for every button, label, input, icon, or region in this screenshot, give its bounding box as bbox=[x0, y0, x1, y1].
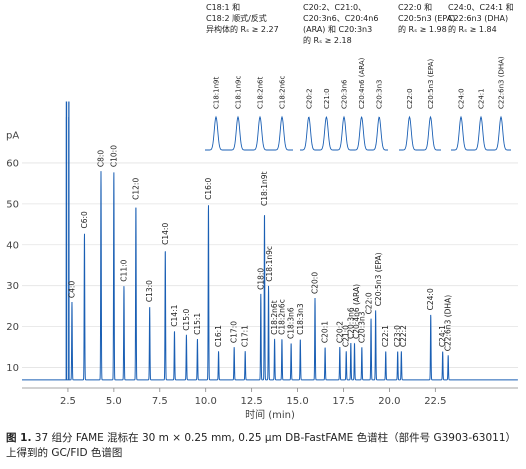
peak-label: C22:0 bbox=[365, 292, 374, 314]
peak-label: C20:2 bbox=[335, 321, 344, 343]
peak-label: C14:1 bbox=[170, 304, 179, 326]
y-tick-label: 60 bbox=[6, 158, 19, 169]
inset-annotation-line: C20:2、C21:0、 bbox=[303, 3, 366, 12]
peak-label: C24:1 bbox=[438, 325, 447, 347]
inset-annotation-line: C20:3n6、C20:4n6 bbox=[303, 14, 378, 23]
trace-line bbox=[22, 101, 518, 381]
peak-label: C18:2n6c bbox=[277, 299, 286, 335]
figure-caption: 图 1. 37 组分 FAME 混标在 30 m × 0.25 mm, 0.25… bbox=[6, 431, 520, 461]
peak-label: C20:3n3 bbox=[357, 311, 366, 343]
peak-label: C16:0 bbox=[204, 178, 213, 200]
inset-panel: C20:2、C21:0、 C20:3n6、C20:4n6 (ARA) 和 C20:3… bbox=[300, 3, 388, 151]
peak-label: C20:0 bbox=[311, 272, 320, 294]
caption-text: 37 组分 FAME 混标在 30 m × 0.25 mm, 0.25 µm D… bbox=[6, 432, 517, 459]
inset-trace bbox=[399, 115, 441, 151]
inset-peak-label: C20:3n6 bbox=[341, 79, 349, 109]
peak-label: C16:1 bbox=[214, 325, 223, 347]
x-tick-label: 12.5 bbox=[240, 396, 262, 407]
x-tick-label: 2.5 bbox=[60, 396, 76, 407]
peak-label: C20:4n6 (ARA) bbox=[352, 284, 361, 339]
inset-peak-label: C18:1n9t bbox=[213, 77, 221, 109]
peak-label: C23:0 bbox=[393, 325, 402, 347]
inset-peak-label: C22:0 bbox=[406, 88, 414, 109]
peak-label: C22:1 bbox=[381, 325, 390, 347]
inset-annotation-line: C22:0 和 bbox=[398, 3, 432, 12]
peak-label: C4:0 bbox=[67, 281, 76, 299]
peak-labels: C4:0 C6:0 C8:0 C10:0 C11:0 C12:0 C13:0 C14:0 C14… bbox=[67, 145, 452, 351]
peak-label: C17:1 bbox=[241, 325, 250, 347]
caption-figure-number: 图 1. bbox=[6, 432, 32, 444]
x-tick-label: 15.0 bbox=[286, 396, 308, 407]
x-tick-label: 10.0 bbox=[195, 396, 217, 407]
inset-annotation-line: C18:2 顺式/反式 bbox=[206, 13, 267, 23]
peak-label: C22:2 bbox=[399, 325, 408, 347]
peak-label: C17:0 bbox=[230, 321, 239, 343]
peak-label: C18:1n9t bbox=[260, 171, 269, 206]
y-axis-unit: pA bbox=[6, 130, 19, 141]
peak-label: C22:6n3 (DHA) bbox=[444, 295, 453, 351]
inset-peak-label: C24:0 bbox=[458, 88, 466, 109]
peak-label: C10:0 bbox=[109, 145, 118, 167]
inset-annotation-line: C18:1 和 bbox=[206, 3, 240, 12]
inset-trace bbox=[451, 115, 511, 151]
inset-peak-label: C22:6n3 (DHA) bbox=[498, 56, 506, 109]
inset-annotation-line: (ARA) 和 C20:3n3 bbox=[303, 25, 372, 34]
inset-annotation-line: 的 Rₛ ≥ 1.84 bbox=[448, 24, 497, 34]
inset-peak-label: C20:4n6 (ARA) bbox=[358, 57, 366, 109]
y-tick-label: 50 bbox=[6, 199, 19, 210]
inset-peak-label: C18:2n6t bbox=[257, 77, 265, 109]
x-tick-label: 5.0 bbox=[106, 396, 122, 407]
x-tick-label: 7.5 bbox=[152, 396, 168, 407]
peak-label: C12:0 bbox=[131, 178, 140, 200]
peak-label: C14:0 bbox=[161, 223, 170, 245]
inset-peak-label: C20:2 bbox=[305, 88, 313, 109]
peak-label: C20:1 bbox=[321, 321, 330, 343]
inset-peak-label: C18:2n6c bbox=[279, 76, 287, 109]
x-tick-label: 20.0 bbox=[378, 396, 400, 407]
axes: 10 20 30 40 50 60 pA 2.5 5.0 7.5 10.0 12.5 15.0 17.5 2… bbox=[6, 130, 518, 421]
inset-annotation-line: C20:5n3 (EPA) bbox=[398, 14, 455, 23]
peak-label: C21:0 bbox=[342, 325, 351, 347]
x-tick-label: 22.5 bbox=[424, 396, 446, 407]
x-tick-label: 17.5 bbox=[332, 396, 354, 407]
inset-annotation-line: 异构体的 Rₛ ≥ 2.27 bbox=[206, 24, 279, 34]
peak-label: C15:0 bbox=[182, 308, 191, 330]
y-tick-label: 40 bbox=[6, 240, 19, 251]
peak-label: C11:0 bbox=[119, 259, 128, 281]
peak-label: C20:5n3 (EPA) bbox=[374, 252, 383, 306]
gridlines bbox=[22, 162, 518, 368]
inset-annotation-line: 的 Rₛ ≥ 1.98 bbox=[398, 24, 447, 34]
peak-label: C18:2n6t bbox=[270, 300, 279, 335]
peak-label: C20:3n6 bbox=[346, 307, 355, 339]
inset-trace bbox=[205, 115, 293, 151]
y-tick-label: 10 bbox=[6, 363, 19, 374]
peak-label: C13:0 bbox=[145, 280, 154, 302]
inset-peak-label: C21:0 bbox=[323, 88, 331, 109]
x-axis-label: 时间 (min) bbox=[245, 408, 295, 421]
peak-label: C18:3n6 bbox=[287, 307, 296, 339]
y-tick-label: 20 bbox=[6, 322, 19, 333]
inset-peak-label: C24:1 bbox=[478, 88, 486, 109]
peak-label: C18:3n3 bbox=[296, 303, 305, 335]
inset-annotation-line: 的 Rₛ ≥ 2.18 bbox=[303, 35, 352, 45]
peak-label: C6:0 bbox=[80, 211, 89, 229]
inset-peak-label: C20:3n3 bbox=[376, 80, 384, 110]
inset-peak-label: C20:5n3 (EPA) bbox=[427, 59, 435, 109]
inset-trace bbox=[300, 115, 388, 151]
inset-annotation-line: C22:6n3 (DHA) bbox=[448, 14, 508, 23]
y-tick-label: 30 bbox=[6, 281, 19, 292]
peak-label: C8:0 bbox=[96, 150, 105, 168]
peak-label: C18:0 bbox=[256, 268, 265, 290]
inset-peak-label: C18:1n9c bbox=[235, 76, 243, 109]
peak-label: C18:1n9c bbox=[265, 246, 274, 282]
peak-label: C24:0 bbox=[426, 288, 435, 310]
inset-annotation-line: C24:0、C24:1 和 bbox=[448, 3, 514, 12]
chromatogram-trace bbox=[22, 101, 518, 381]
peak-label: C15:1 bbox=[193, 313, 202, 335]
